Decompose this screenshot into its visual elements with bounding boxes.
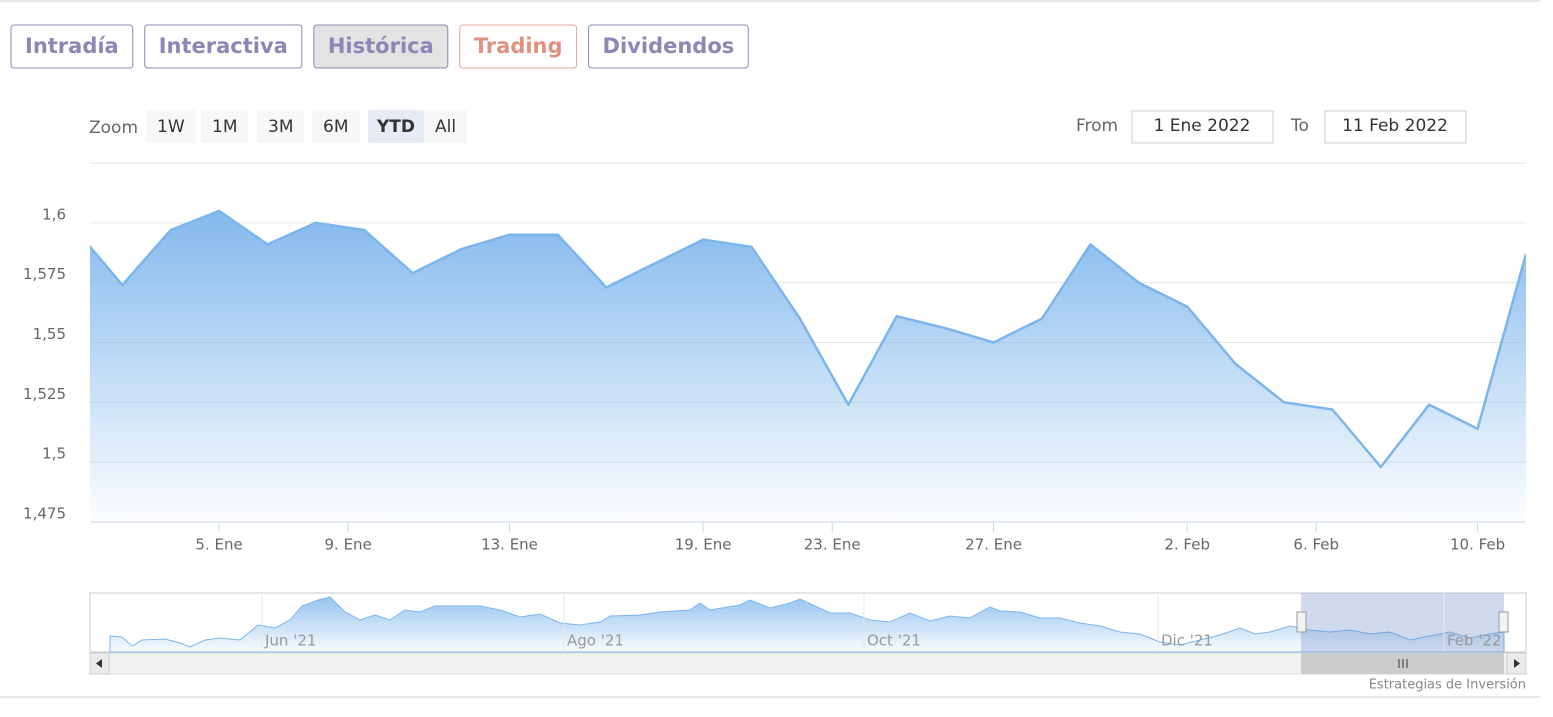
zoom-button-label[interactable]: 1M — [212, 117, 237, 137]
scroll-grip — [1398, 659, 1408, 668]
credits[interactable]: Estrategias de Inversión — [1369, 678, 1526, 693]
zoom-button[interactable] — [424, 110, 468, 143]
x-tick-label: 13. Ene — [481, 536, 538, 554]
series — [90, 209, 1526, 522]
x-tick-label: 9. Ene — [325, 536, 372, 554]
zoom-button[interactable] — [312, 110, 360, 143]
x-tick-label: 6. Feb — [1293, 536, 1339, 554]
navigator-label: Jun '21 — [264, 632, 316, 650]
arrow-left — [96, 659, 102, 668]
zoom-button[interactable] — [201, 110, 249, 143]
tab[interactable] — [144, 24, 303, 69]
zoom-button[interactable] — [368, 110, 424, 143]
navigator-label: Dic '21 — [1161, 632, 1213, 650]
y-tick-label: 1,55 — [33, 325, 66, 343]
tab-label[interactable]: Histórica — [328, 34, 434, 58]
navigator-label: Ago '21 — [567, 632, 624, 650]
zoom-button-label[interactable]: All — [435, 117, 456, 137]
zoom-label: Zoom — [89, 118, 138, 138]
arrow-right — [1514, 659, 1520, 668]
tab-label[interactable]: Dividendos — [603, 34, 735, 58]
x-tick-label: 10. Feb — [1450, 536, 1505, 554]
zoom-button-label[interactable]: 6M — [323, 117, 348, 137]
tab[interactable] — [313, 24, 449, 69]
y-tick-label: 1,575 — [23, 265, 66, 283]
zoom-button[interactable] — [146, 110, 196, 143]
zoom-button-label[interactable]: 3M — [268, 117, 293, 137]
x-tick-label: 19. Ene — [675, 536, 732, 554]
from-value[interactable]: 1 Ene 2022 — [1154, 116, 1251, 136]
tab-label[interactable]: Intradía — [25, 34, 119, 58]
tab-label[interactable]: Interactiva — [159, 34, 288, 58]
y-tick-label: 1,475 — [23, 505, 66, 523]
navigator-selection[interactable] — [1301, 593, 1504, 652]
tab[interactable] — [588, 24, 749, 69]
navigator-handle[interactable] — [1296, 611, 1307, 633]
x-tick-label: 27. Ene — [965, 536, 1022, 554]
to-input[interactable] — [1324, 110, 1467, 144]
tab[interactable] — [459, 24, 578, 69]
area-fill — [90, 210, 1526, 522]
x-tick-label: 23. Ene — [804, 536, 861, 554]
to-value[interactable]: 11 Feb 2022 — [1342, 116, 1448, 136]
x-tick-label: 2. Feb — [1164, 536, 1210, 554]
navigator-handle[interactable] — [1498, 611, 1509, 633]
to-label: To — [1290, 116, 1309, 136]
navigator: Jun '21 Ago '21 Oct '21 Dic '21 Feb '22 — [89, 592, 1527, 675]
zoom-button-label[interactable]: 1W — [157, 117, 185, 137]
y-tick-label: 1,6 — [42, 205, 66, 223]
zoom-button[interactable] — [257, 110, 305, 143]
y-tick-label: 1,525 — [23, 385, 66, 403]
tab-label[interactable]: Trading — [474, 34, 563, 58]
line — [90, 209, 1526, 469]
from-input[interactable] — [1131, 110, 1274, 144]
tab[interactable] — [10, 24, 134, 69]
zoom-button-label[interactable]: YTD — [376, 117, 415, 137]
navigator-label: Feb '22 — [1447, 632, 1502, 650]
from-label: From — [1076, 116, 1118, 136]
x-tick-label: 5. Ene — [195, 536, 242, 554]
y-tick-label: 1,5 — [42, 445, 66, 463]
navigator-label: Oct '21 — [867, 632, 921, 650]
